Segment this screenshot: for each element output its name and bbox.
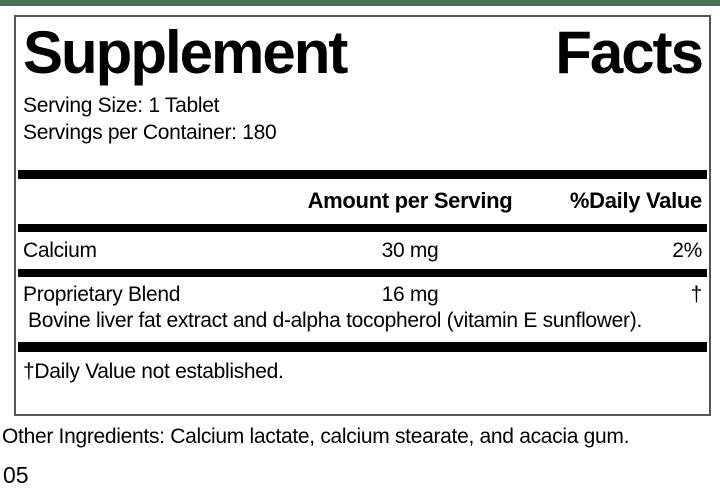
- supplement-facts-panel: Supplement Facts Serving Size: 1 Tablet …: [14, 15, 711, 416]
- divider-thick-after-blend: [18, 342, 707, 352]
- panel-title: Supplement Facts: [23, 19, 704, 86]
- serving-size: Serving Size: 1 Tablet: [23, 94, 220, 117]
- divider-thick-after-calcium: [18, 269, 707, 277]
- nutrient-amount: 16 mg: [381, 283, 439, 306]
- lot-code: 05: [3, 462, 29, 488]
- proprietary-blend-description: Bovine liver fat extract and d-alpha toc…: [28, 309, 642, 332]
- nutrient-name: Calcium: [23, 239, 97, 262]
- nutrient-daily-value-dagger: †: [690, 283, 703, 306]
- other-ingredients: Other Ingredients: Calcium lactate, calc…: [2, 425, 630, 448]
- amount-per-serving-header: Amount per Serving: [307, 188, 513, 213]
- daily-value-footnote: †Daily Value not established.: [23, 360, 284, 383]
- servings-per-container: Servings per Container: 180: [23, 121, 277, 144]
- nutrient-amount: 30 mg: [381, 239, 439, 262]
- divider-thick-top: [18, 170, 707, 179]
- divider-thick-after-header: [18, 224, 707, 232]
- nutrient-row-proprietary-blend: Proprietary Blend 16 mg †: [23, 277, 702, 309]
- top-accent-bar: [0, 0, 720, 6]
- title-word-facts: Facts: [555, 19, 704, 86]
- nutrient-daily-value: 2%: [672, 239, 702, 262]
- column-header-row: Amount per Serving %Daily Value: [23, 179, 703, 224]
- nutrient-name: Proprietary Blend: [23, 283, 181, 306]
- title-word-supplement: Supplement: [23, 19, 348, 86]
- daily-value-header: %Daily Value: [569, 188, 702, 213]
- nutrient-row-calcium: Calcium 30 mg 2%: [23, 232, 702, 269]
